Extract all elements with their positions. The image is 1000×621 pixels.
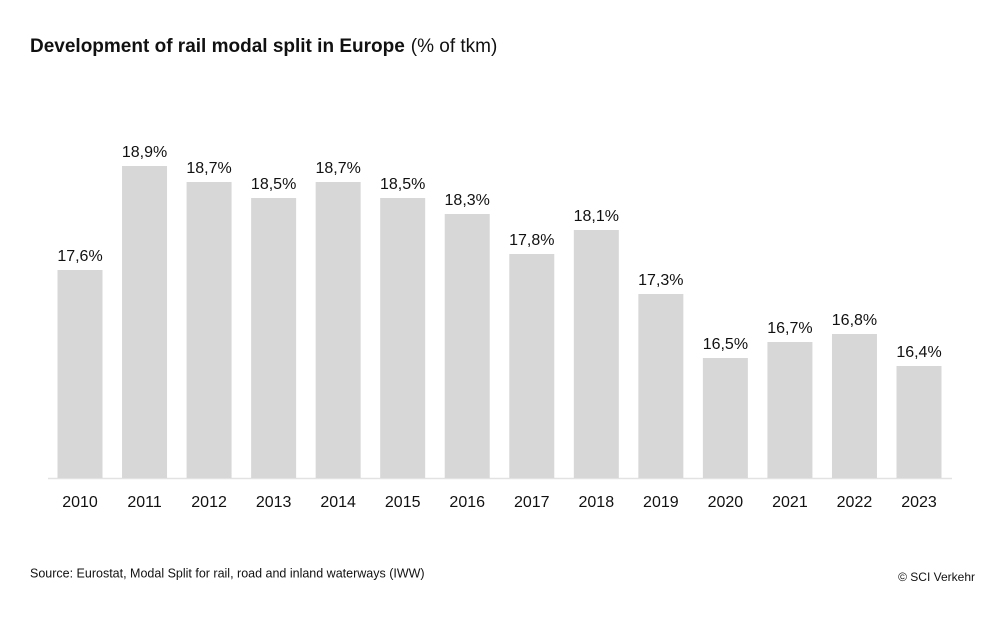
value-label: 18,9% [122,144,167,161]
bar [444,214,490,478]
bar [315,182,361,478]
title-main: Development of rail modal split in Europ… [30,36,405,57]
value-label: 18,3% [445,192,490,209]
value-label: 18,5% [251,176,296,193]
value-label: 18,7% [315,160,360,177]
x-tick-label: 2022 [837,494,873,511]
bar [57,270,103,478]
x-tick-label: 2020 [708,494,744,511]
value-label: 18,5% [380,176,425,193]
x-tick-label: 2016 [449,494,485,511]
value-label: 18,1% [574,208,619,225]
bar [896,366,942,478]
value-label: 17,8% [509,232,554,249]
x-tick-label: 2014 [320,494,356,511]
chart-title: Development of rail modal split in Europ… [30,36,497,57]
bar [122,166,168,478]
x-tick-label: 2011 [127,494,162,511]
source-note: Source: Eurostat, Modal Split for rail, … [30,566,425,580]
bar [638,294,684,478]
credit: © SCI Verkehr [898,570,975,584]
x-tick-label: 2017 [514,494,550,511]
bar [380,198,426,478]
bar [831,334,877,478]
x-tick-label: 2023 [901,494,937,511]
bar [251,198,297,478]
x-tick-label: 2019 [643,494,679,511]
bar [573,230,619,478]
bar [767,342,813,478]
x-tick-label: 2013 [256,494,292,511]
value-label: 16,8% [832,312,877,329]
value-label: 16,4% [896,344,941,361]
x-tick-label: 2012 [191,494,227,511]
value-label: 18,7% [186,160,231,177]
x-tick-label: 2021 [772,494,808,511]
bar [186,182,232,478]
x-tick-label: 2018 [579,494,615,511]
value-label: 17,6% [57,248,102,265]
x-tick-label: 2015 [385,494,421,511]
value-label: 17,3% [638,272,683,289]
title-unit: (% of tkm) [411,36,498,57]
value-label: 16,7% [767,320,812,337]
bar [509,254,555,478]
value-label: 16,5% [703,336,748,353]
x-tick-label: 2010 [62,494,98,511]
bar [702,358,748,478]
